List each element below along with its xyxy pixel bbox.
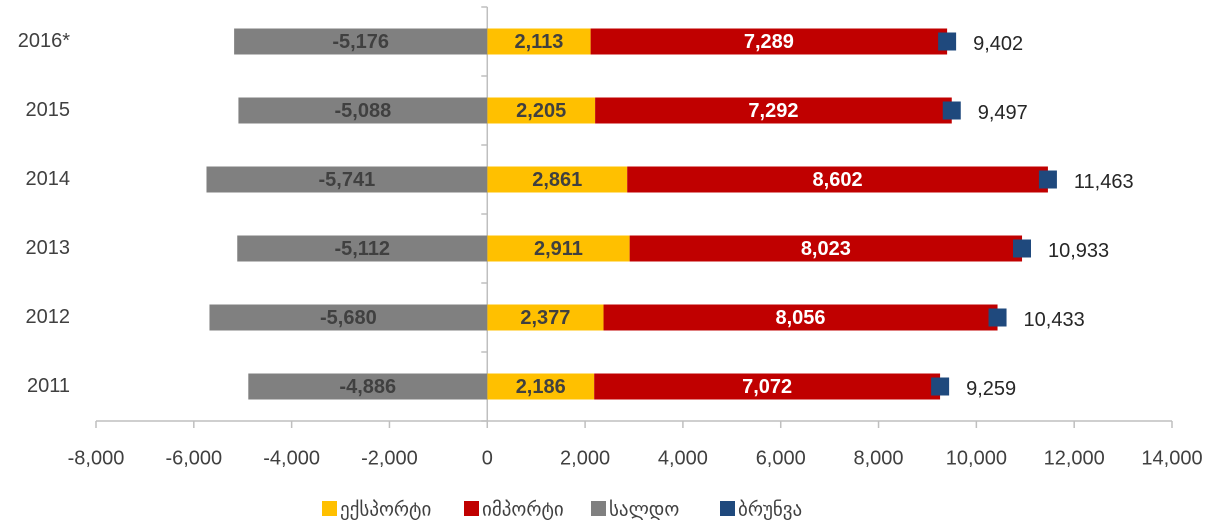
data-label: -5,112	[334, 238, 390, 260]
data-label: 11,463	[1074, 171, 1134, 193]
data-label: 7,292	[748, 100, 798, 122]
bar	[594, 373, 941, 400]
bar	[487, 28, 591, 55]
data-label: 9,497	[978, 102, 1028, 124]
data-label: 8,602	[813, 169, 863, 191]
bar	[487, 166, 628, 193]
marker	[988, 308, 1007, 327]
bar	[238, 97, 488, 124]
bar	[487, 304, 604, 331]
legend-label: ბრუნვა	[738, 499, 802, 521]
data-label: 2,205	[516, 100, 566, 122]
legend-label: სალდო	[609, 499, 679, 521]
data-label: -4,886	[339, 376, 396, 398]
x-tick-label: 0	[482, 447, 493, 469]
legend-swatch	[591, 501, 606, 516]
x-tick-label: -4,000	[263, 447, 320, 469]
x-tick-label: 14,000	[1141, 447, 1202, 469]
y-tick-label: 2014	[26, 168, 71, 190]
x-tick-label: 8,000	[854, 447, 904, 469]
bar	[595, 97, 952, 124]
data-label: 10,933	[1048, 240, 1109, 262]
data-label: 2,911	[534, 238, 583, 260]
data-label: 2,377	[520, 307, 570, 329]
bar	[487, 235, 630, 262]
y-tick-label: 2013	[26, 237, 71, 259]
bar	[206, 166, 488, 193]
y-tick-label: 2016*	[18, 30, 70, 52]
legend-label: ექსპორტი	[340, 499, 431, 521]
y-tick-label: 2012	[26, 306, 71, 328]
x-tick-label: 10,000	[946, 447, 1007, 469]
bar	[627, 166, 1048, 193]
data-label: 9,402	[973, 33, 1023, 55]
data-label: -5,680	[320, 307, 377, 329]
legend-swatch	[720, 501, 735, 516]
x-tick-label: -6,000	[165, 447, 222, 469]
data-label: 9,259	[966, 378, 1016, 400]
bar	[487, 373, 595, 400]
data-label: 10,433	[1024, 309, 1085, 331]
bar	[234, 28, 488, 55]
data-label: 2,861	[532, 169, 582, 191]
marker	[938, 32, 957, 51]
data-label: 7,289	[744, 31, 794, 53]
legend-swatch	[464, 501, 479, 516]
marker	[1012, 239, 1031, 258]
bar	[487, 97, 596, 124]
marker	[942, 101, 961, 120]
x-tick-label: 6,000	[756, 447, 806, 469]
marker	[931, 377, 950, 396]
x-tick-label: -2,000	[361, 447, 418, 469]
data-label: -5,741	[319, 169, 376, 191]
bar	[603, 304, 998, 331]
data-label: 8,023	[801, 238, 851, 260]
bar	[209, 304, 488, 331]
x-tick-label: 12,000	[1044, 447, 1105, 469]
y-tick-label: 2015	[26, 99, 71, 121]
bar	[590, 28, 948, 55]
legend-label: იმპორტი	[482, 499, 564, 521]
data-label: 7,072	[742, 376, 792, 398]
x-tick-label: -8,000	[68, 447, 125, 469]
marker	[1038, 170, 1057, 189]
x-tick-label: 4,000	[658, 447, 708, 469]
x-tick-label: 2,000	[560, 447, 610, 469]
legend-swatch	[322, 501, 337, 516]
data-label: 2,113	[514, 31, 563, 53]
data-label: 2,186	[516, 376, 566, 398]
bar	[248, 373, 488, 400]
bar	[629, 235, 1023, 262]
y-tick-label: 2011	[27, 375, 70, 397]
data-label: 8,056	[776, 307, 826, 329]
data-label: -5,088	[334, 100, 391, 122]
data-label: -5,176	[332, 31, 389, 53]
bar	[237, 235, 488, 262]
